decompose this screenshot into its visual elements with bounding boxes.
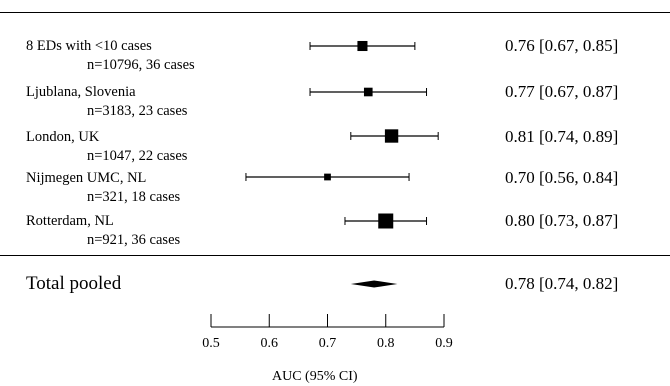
study-label: Ljublana, Slovenia — [26, 84, 136, 100]
study-subtitle: n=321, 18 cases — [87, 189, 181, 205]
study-estimate-text: 0.76 [0.67, 0.85] — [505, 36, 619, 55]
x-tick-label: 0.6 — [261, 336, 279, 351]
study-subtitle: n=1047, 22 cases — [87, 148, 188, 164]
point-estimate — [363, 87, 373, 97]
pooled-label: Total pooled — [26, 273, 122, 294]
point-estimate — [357, 40, 368, 52]
study-label: Nijmegen UMC, NL — [26, 170, 147, 186]
study-subtitle: n=3183, 23 cases — [87, 103, 188, 119]
x-tick-label: 0.7 — [319, 336, 337, 351]
point-estimate — [324, 173, 331, 181]
pooled-estimate-text: 0.78 [0.74, 0.82] — [505, 274, 619, 293]
x-tick-label: 0.5 — [202, 336, 220, 351]
study-subtitle: n=10796, 36 cases — [87, 57, 195, 73]
x-tick-label: 0.9 — [435, 336, 453, 351]
x-tick-label: 0.8 — [377, 336, 395, 351]
study-label: 8 EDs with <10 cases — [26, 38, 152, 54]
study-estimate-text: 0.77 [0.67, 0.87] — [505, 82, 619, 101]
study-estimate-text: 0.80 [0.73, 0.87] — [505, 211, 619, 230]
pooled-diamond — [350, 280, 398, 288]
pooled-separator — [0, 255, 670, 256]
study-label: Rotterdam, NL — [26, 213, 114, 229]
top-rule — [0, 12, 670, 13]
study-label: London, UK — [26, 129, 100, 145]
study-estimate-text: 0.81 [0.74, 0.89] — [505, 127, 619, 146]
study-subtitle: n=921, 36 cases — [87, 232, 181, 248]
point-estimate — [384, 129, 399, 143]
x-axis-title: AUC (95% CI) — [272, 369, 358, 384]
point-estimate — [378, 213, 394, 229]
study-estimate-text: 0.70 [0.56, 0.84] — [505, 168, 619, 187]
